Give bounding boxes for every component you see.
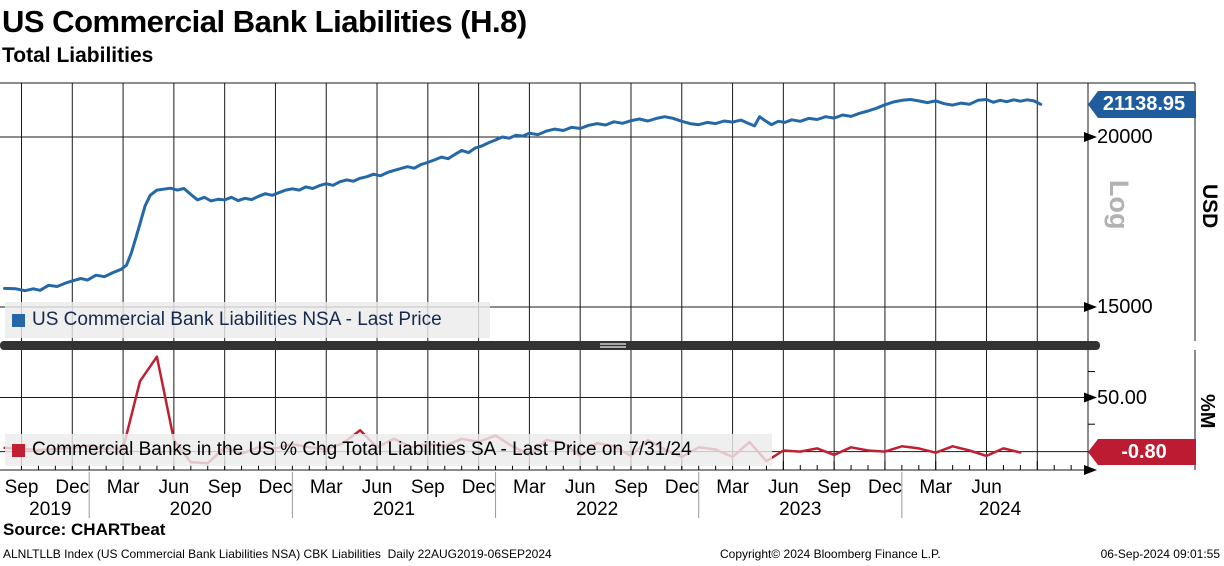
ytick-20000: 20000 [1097,126,1153,148]
svg-text:Dec: Dec [462,477,496,498]
svg-text:Sep: Sep [614,477,648,498]
footer-index-description: ALNLTLLB Index (US Commercial Bank Liabi… [3,547,552,561]
axis-unit-label-percent-monthly: %M [1196,394,1218,429]
footer-timestamp: 06-Sep-2024 09:01:55 [1100,547,1220,561]
legend-top-series[interactable]: US Commercial Bank Liabilities NSA - Las… [5,302,490,338]
svg-text:Sep: Sep [5,477,39,498]
svg-text:Jun: Jun [565,477,596,498]
svg-text:Mar: Mar [716,477,749,498]
svg-text:Mar: Mar [919,477,952,498]
page-title: US Commercial Bank Liabilities (H.8) [2,4,527,39]
svg-text:Jun: Jun [362,477,393,498]
svg-text:Dec: Dec [55,477,89,498]
svg-text:Sep: Sep [411,477,445,498]
page-subtitle: Total Liabilities [2,44,154,67]
axis-unit-label-usd: USD [1198,184,1221,229]
svg-text:2020: 2020 [170,499,212,520]
svg-text:2019: 2019 [29,499,71,520]
source-label: Source: CHARTbeat [3,520,166,539]
last-price-badge-top: 21138.95 [1088,91,1196,118]
legend-bottom-series[interactable]: Commercial Banks in the US % Chg Total L… [5,434,772,466]
svg-text:Dec: Dec [868,477,902,498]
footer-copyright: Copyright© 2024 Bloomberg Finance L.P. [720,547,941,561]
ytick-50: 50.00 [1097,387,1148,409]
legend-bottom-label: Commercial Banks in the US % Chg Total L… [32,439,692,460]
svg-text:Dec: Dec [665,477,699,498]
svg-text:2022: 2022 [576,499,618,520]
svg-text:Jun: Jun [159,477,190,498]
svg-text:Mar: Mar [107,477,140,498]
svg-text:2024: 2024 [979,499,1022,520]
svg-text:2021: 2021 [373,499,415,520]
svg-text:Dec: Dec [259,477,293,498]
svg-text:Sep: Sep [208,477,242,498]
legend-top-label: US Commercial Bank Liabilities NSA - Las… [32,309,442,330]
axis-scale-label-log: Log [1104,180,1134,230]
svg-text:Jun: Jun [768,477,799,498]
svg-text:Mar: Mar [310,477,343,498]
svg-text:2023: 2023 [779,499,821,520]
svg-text:Sep: Sep [817,477,851,498]
svg-text:Mar: Mar [513,477,546,498]
last-price-badge-bottom: -0.80 [1088,439,1196,465]
panel-splitter-grip[interactable] [600,343,626,348]
red-series-marker-icon [12,443,25,457]
blue-series-marker-icon [12,313,25,327]
svg-text:Jun: Jun [971,477,1002,498]
ytick-15000: 15000 [1097,296,1153,318]
